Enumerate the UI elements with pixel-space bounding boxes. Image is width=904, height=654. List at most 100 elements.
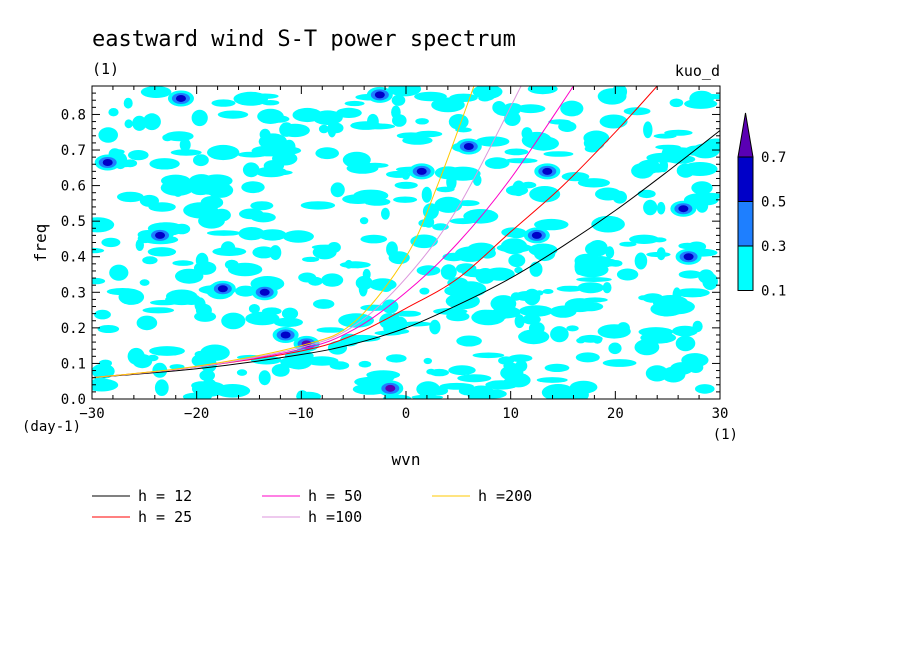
power-patch	[388, 86, 422, 97]
y-tick-label: 0.7	[61, 143, 86, 159]
power-patch	[485, 380, 518, 390]
high-power-core	[280, 331, 291, 339]
power-patch	[248, 304, 260, 314]
power-patch	[653, 133, 677, 139]
power-patch	[195, 303, 212, 318]
legend-label: h =100	[308, 508, 362, 526]
power-patch	[550, 326, 569, 343]
power-patch	[302, 256, 320, 262]
power-patch	[152, 362, 168, 378]
colorbar-label: 0.7	[761, 150, 786, 166]
power-patch	[396, 132, 426, 139]
power-patch	[108, 108, 119, 117]
colorbar-segment	[737, 245, 754, 291]
power-patch	[702, 273, 718, 290]
colorbar-segment	[737, 156, 754, 202]
power-patch	[394, 181, 418, 189]
y-tick-label: 0.5	[61, 214, 86, 230]
high-power-core	[175, 94, 186, 102]
power-patch	[124, 119, 133, 129]
power-patch	[135, 239, 144, 251]
power-patch	[236, 369, 248, 376]
power-patch	[298, 272, 317, 283]
high-power-core	[463, 142, 474, 150]
power-patch	[194, 350, 207, 358]
colorbar-label: 0.5	[761, 195, 786, 211]
power-patch	[391, 94, 406, 106]
power-patch	[574, 253, 600, 269]
power-patch	[193, 154, 209, 167]
power-patch	[123, 159, 138, 168]
power-patch	[515, 360, 528, 372]
power-patch	[678, 270, 703, 279]
power-patch	[242, 162, 260, 178]
power-patch	[534, 218, 569, 231]
power-patch	[142, 113, 161, 131]
chart-subtitle-right: kuo_d	[675, 62, 720, 80]
power-patch	[504, 148, 529, 156]
power-patch	[360, 234, 388, 244]
power-patch	[179, 138, 191, 152]
high-power-core	[259, 288, 270, 296]
power-patch	[616, 268, 639, 281]
power-patch	[528, 136, 559, 151]
power-patch	[282, 230, 314, 243]
x-tick-label: 30	[712, 406, 729, 422]
y-tick-label: 0.0	[61, 392, 86, 408]
power-patch	[166, 289, 198, 303]
power-patch	[382, 299, 399, 314]
power-patch	[521, 127, 533, 140]
power-patch	[386, 170, 412, 178]
power-patch	[239, 208, 264, 220]
power-patch	[136, 315, 158, 331]
power-patch	[516, 104, 546, 114]
power-patch	[258, 370, 271, 386]
power-patch	[207, 144, 240, 161]
power-patch	[536, 377, 568, 383]
y-tick-label: 0.6	[61, 179, 86, 195]
power-patch	[132, 115, 147, 131]
power-patch	[527, 86, 558, 95]
power-patch	[455, 281, 487, 298]
power-patch	[675, 288, 710, 298]
power-patch	[112, 149, 125, 155]
power-patch	[101, 237, 121, 248]
power-patch	[577, 178, 611, 188]
power-patch	[329, 122, 344, 134]
power-patch	[92, 277, 106, 285]
power-patch	[544, 363, 570, 372]
power-patch	[183, 202, 219, 219]
power-patch	[440, 264, 457, 280]
power-patch	[296, 390, 309, 399]
colorbar: 0.1 0.3 0.5 0.7	[737, 112, 786, 300]
power-patch	[529, 261, 543, 277]
power-patch	[393, 196, 418, 203]
power-patch	[588, 240, 608, 255]
power-patch	[273, 317, 303, 327]
power-patch	[442, 252, 466, 262]
power-patch	[643, 199, 658, 216]
power-patch	[250, 201, 274, 211]
power-patch	[148, 202, 176, 212]
power-patch	[457, 374, 492, 383]
y-axis-label: freq	[31, 224, 50, 263]
power-patch	[702, 138, 720, 153]
power-patch	[258, 229, 287, 241]
power-patch	[496, 243, 533, 253]
power-patch	[261, 100, 280, 106]
high-power-core	[416, 167, 427, 175]
power-patch	[429, 319, 441, 335]
power-patch	[175, 268, 204, 284]
power-patch	[109, 264, 129, 281]
power-patch	[312, 110, 343, 125]
power-patch	[211, 99, 236, 107]
power-patch	[344, 100, 365, 107]
power-patch	[170, 149, 202, 156]
power-patch	[661, 366, 686, 383]
power-patch	[436, 186, 455, 193]
power-patch	[415, 118, 429, 125]
power-patch	[577, 282, 604, 294]
power-patch	[675, 147, 685, 162]
power-patch	[602, 282, 612, 294]
colorbar-label: 0.3	[761, 239, 786, 255]
